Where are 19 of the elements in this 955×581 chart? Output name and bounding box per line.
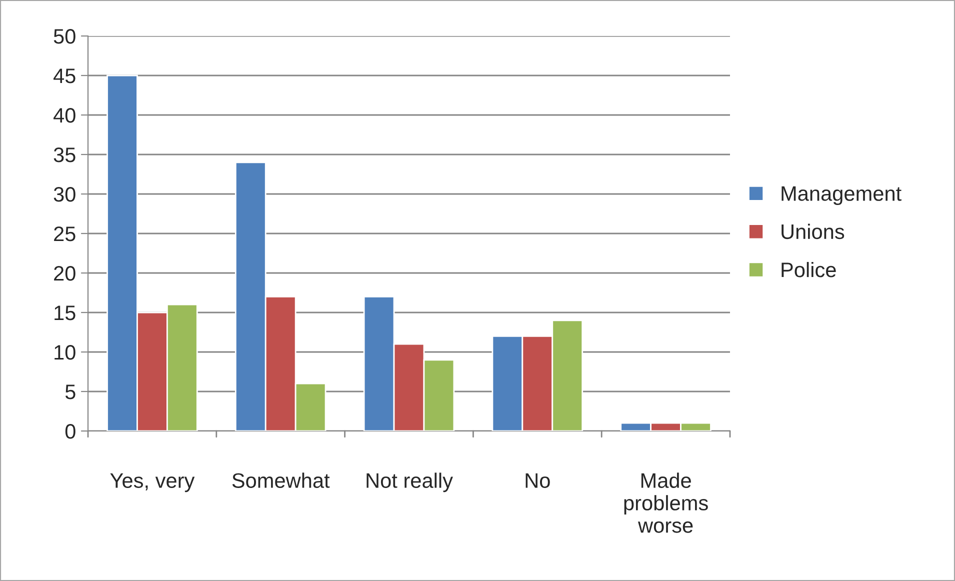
legend-label: Unions	[782, 224, 844, 240]
y-tick-label: 5	[65, 384, 76, 400]
y-tick-label: 45	[54, 68, 76, 84]
y-tick-label: 0	[65, 424, 76, 439]
x-tick-label: No	[526, 473, 550, 488]
y-tick-label: 50	[54, 29, 76, 44]
x-tick-label: Made problems worse	[624, 472, 708, 533]
y-tick-label: 30	[54, 187, 76, 202]
y-tick-label: 20	[54, 266, 76, 281]
x-tick-label: Yes, very	[110, 473, 195, 492]
y-tick-label: 25	[54, 226, 76, 242]
x-tick-label: Somewhat	[232, 472, 330, 488]
y-tick-label: 40	[54, 108, 76, 123]
legend-label: Police	[782, 262, 836, 278]
y-tick-label: 15	[54, 306, 76, 320]
y-tick-label: 10	[54, 345, 76, 360]
y-tick-label: 35	[54, 148, 76, 162]
x-tick-label: Not really	[366, 472, 453, 492]
legend-label: Management	[782, 186, 902, 206]
